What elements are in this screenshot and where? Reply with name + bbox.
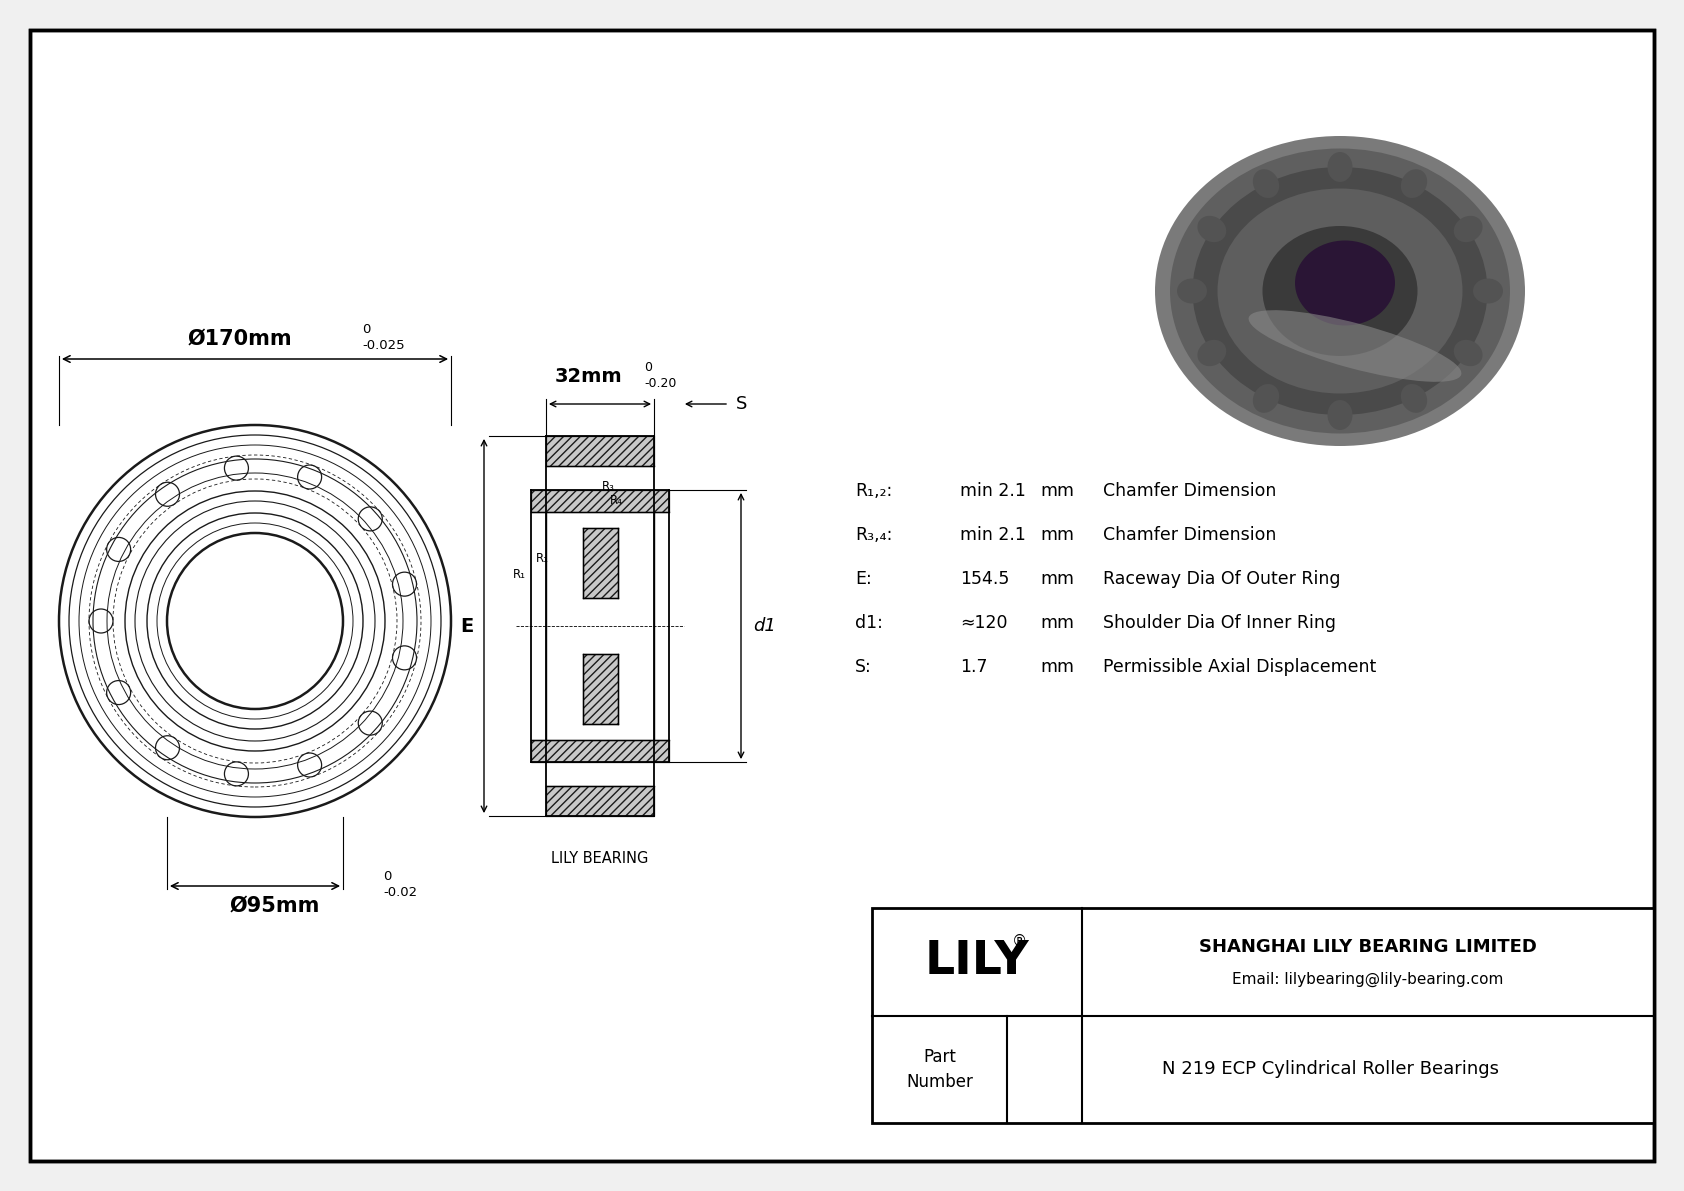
Ellipse shape (1401, 384, 1426, 413)
Text: E:: E: (855, 570, 872, 588)
Text: Shoulder Dia Of Inner Ring: Shoulder Dia Of Inner Ring (1103, 615, 1335, 632)
Ellipse shape (1327, 152, 1352, 182)
Ellipse shape (1197, 339, 1226, 366)
Text: min 2.1: min 2.1 (960, 526, 1026, 544)
Ellipse shape (1253, 169, 1280, 198)
Text: mm: mm (1041, 482, 1074, 500)
Ellipse shape (1192, 167, 1487, 414)
Bar (546, 436, 653, 466)
Text: LILY: LILY (925, 940, 1029, 984)
Text: -0.025: -0.025 (362, 339, 404, 353)
Text: 1.7: 1.7 (960, 657, 987, 676)
Ellipse shape (1327, 400, 1352, 430)
Text: SHANGHAI LILY BEARING LIMITED: SHANGHAI LILY BEARING LIMITED (1199, 937, 1537, 955)
Ellipse shape (1197, 216, 1226, 242)
Text: d1: d1 (753, 617, 776, 635)
Text: R₃,₄:: R₃,₄: (855, 526, 893, 544)
Text: LILY BEARING: LILY BEARING (551, 852, 648, 866)
Bar (530, 740, 669, 762)
Text: min 2.1: min 2.1 (960, 482, 1026, 500)
Ellipse shape (1170, 149, 1511, 434)
Text: 32mm: 32mm (554, 367, 621, 386)
Text: 0: 0 (643, 361, 652, 374)
Text: Raceway Dia Of Outer Ring: Raceway Dia Of Outer Ring (1103, 570, 1340, 588)
Text: Chamfer Dimension: Chamfer Dimension (1103, 526, 1276, 544)
Text: R₁: R₁ (514, 567, 525, 580)
Text: -0.02: -0.02 (382, 886, 418, 899)
Text: Ø95mm: Ø95mm (229, 896, 320, 916)
Ellipse shape (1295, 241, 1394, 325)
Text: S: S (736, 395, 748, 413)
Bar (583, 528, 618, 598)
Ellipse shape (1177, 279, 1207, 304)
Ellipse shape (1155, 136, 1526, 445)
Text: R₁,₂:: R₁,₂: (855, 482, 893, 500)
Text: N 219 ECP Cylindrical Roller Bearings: N 219 ECP Cylindrical Roller Bearings (1162, 1060, 1499, 1078)
Ellipse shape (1453, 216, 1482, 242)
Text: Chamfer Dimension: Chamfer Dimension (1103, 482, 1276, 500)
Bar (583, 654, 618, 724)
Text: R₃: R₃ (601, 480, 615, 493)
Text: mm: mm (1041, 657, 1074, 676)
Text: ≈120: ≈120 (960, 615, 1007, 632)
Text: Email: lilybearing@lily-bearing.com: Email: lilybearing@lily-bearing.com (1233, 972, 1504, 987)
Ellipse shape (1253, 384, 1280, 413)
Text: R₄: R₄ (610, 493, 623, 506)
Text: d1:: d1: (855, 615, 882, 632)
Bar (530, 490, 669, 512)
Text: Ø170mm: Ø170mm (187, 329, 293, 349)
Ellipse shape (1218, 188, 1462, 393)
Text: Part
Number: Part Number (906, 1048, 973, 1091)
Text: R₁: R₁ (536, 551, 549, 565)
Text: 0: 0 (362, 323, 370, 336)
Text: E: E (461, 617, 473, 636)
Ellipse shape (1474, 279, 1504, 304)
Ellipse shape (1453, 339, 1482, 366)
Text: 0: 0 (382, 869, 391, 883)
Text: ®: ® (1012, 934, 1027, 949)
Ellipse shape (1263, 226, 1418, 356)
Text: 154.5: 154.5 (960, 570, 1009, 588)
Bar (872, 908, 1654, 1123)
Text: Permissible Axial Displacement: Permissible Axial Displacement (1103, 657, 1376, 676)
Ellipse shape (1248, 310, 1462, 382)
Ellipse shape (1401, 169, 1426, 198)
Bar (546, 786, 653, 816)
Text: S:: S: (855, 657, 872, 676)
Text: mm: mm (1041, 570, 1074, 588)
Text: mm: mm (1041, 615, 1074, 632)
Text: mm: mm (1041, 526, 1074, 544)
Text: -0.20: -0.20 (643, 378, 677, 389)
